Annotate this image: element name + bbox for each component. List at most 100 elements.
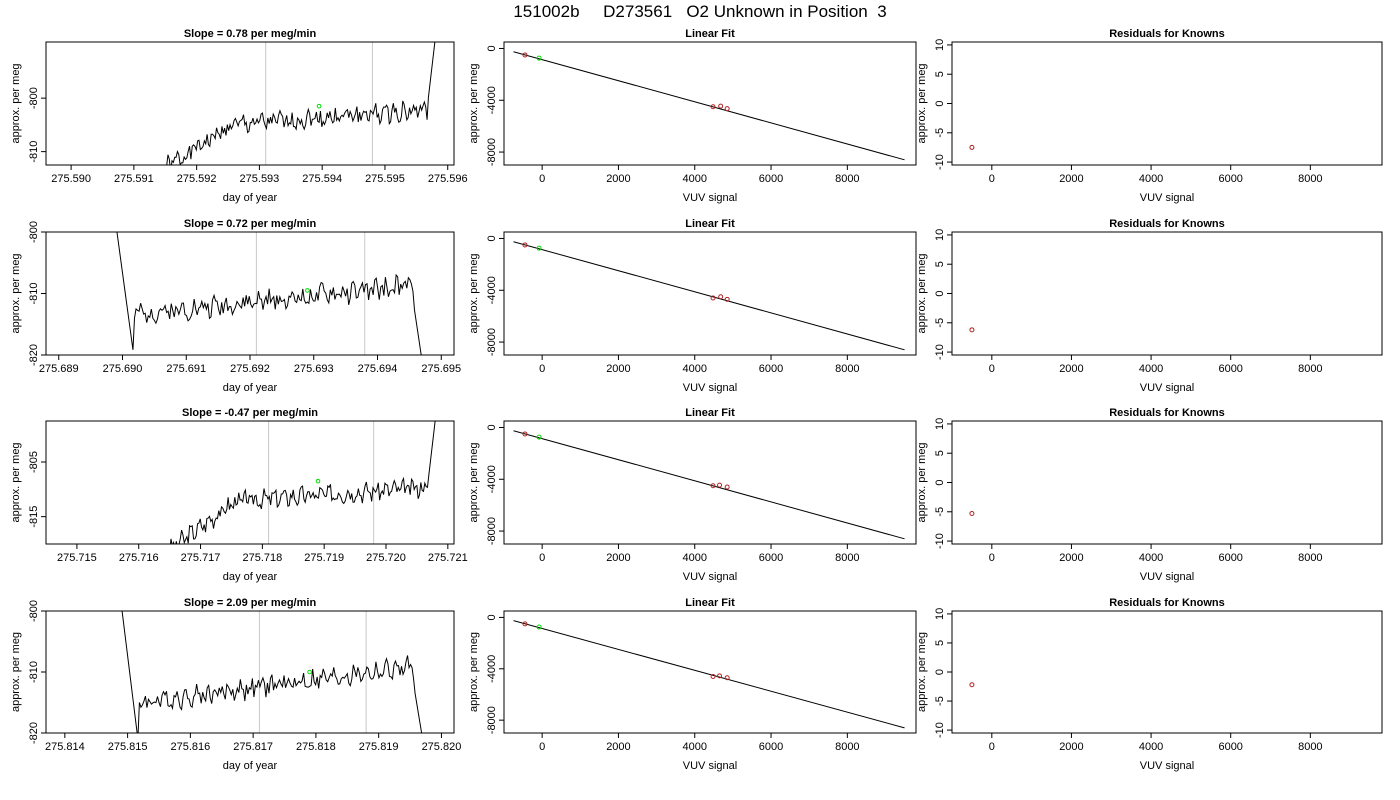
x-tick-label: 275.716 bbox=[119, 552, 159, 564]
x-tick-label: 8000 bbox=[1298, 173, 1322, 185]
y-tick-label: -8000 bbox=[486, 328, 498, 356]
plot-frame bbox=[951, 420, 1383, 545]
x-tick-label: 275.596 bbox=[428, 173, 468, 185]
panel-title: Linear Fit bbox=[685, 218, 735, 230]
x-tick-label: 275.690 bbox=[103, 363, 143, 375]
plot-area bbox=[166, 42, 436, 165]
known-point bbox=[710, 295, 716, 301]
linear-fit-panel-2: Linear Fit 0 2000 4000 6000 8000 0 -4000 -8000 VU… bbox=[468, 218, 917, 394]
y-tick-label: -8000 bbox=[486, 706, 498, 734]
x-tick-label: 4000 bbox=[1139, 173, 1163, 185]
panel-title: Linear Fit bbox=[685, 28, 735, 40]
x-tick-label: 6000 bbox=[759, 173, 783, 185]
plot-area bbox=[969, 327, 975, 333]
y-tick-label: -5 bbox=[934, 507, 946, 517]
panel-title: Slope = 2.09 per meg/min bbox=[184, 597, 317, 609]
plot-frame bbox=[951, 231, 1383, 356]
fit-line bbox=[513, 241, 905, 351]
time-series-panel-3: Slope = -0.47 per meg/min 275.715 275.716 2… bbox=[10, 407, 468, 583]
residual-point bbox=[969, 327, 975, 333]
x-tick-label: 275.594 bbox=[302, 173, 342, 185]
x-tick-label: 275.592 bbox=[177, 173, 217, 185]
y-tick-label: 5 bbox=[934, 640, 946, 646]
plot-frame bbox=[45, 420, 455, 545]
panel-title: Residuals for Knowns bbox=[1109, 28, 1225, 40]
known-point bbox=[710, 104, 716, 110]
x-tick-label: 4000 bbox=[1139, 741, 1163, 753]
x-tick-label: 275.595 bbox=[365, 173, 405, 185]
y-tick-label: -800 bbox=[28, 600, 40, 622]
x-tick-label: 275.720 bbox=[366, 552, 406, 564]
x-tick-label: 2000 bbox=[1059, 741, 1083, 753]
panel-title: Linear Fit bbox=[685, 407, 735, 419]
y-tick-label: 0 bbox=[934, 290, 946, 296]
y-tick-label: 10 bbox=[934, 229, 946, 241]
x-tick-label: 2000 bbox=[1059, 173, 1083, 185]
x-tick-label: 4000 bbox=[682, 741, 706, 753]
fit-line bbox=[513, 620, 905, 729]
x-axis-label: VUV signal bbox=[1140, 192, 1194, 204]
x-tick-label: 275.590 bbox=[51, 173, 91, 185]
unknown-point bbox=[536, 245, 542, 251]
x-tick-label: 8000 bbox=[835, 173, 859, 185]
x-tick-label: 2000 bbox=[606, 173, 630, 185]
x-tick-label: 0 bbox=[989, 552, 995, 564]
x-tick-label: 8000 bbox=[835, 741, 859, 753]
x-tick-label: 6000 bbox=[1218, 741, 1242, 753]
time-series-panel-2: Slope = 0.72 per meg/min 275.689 275.690 27… bbox=[10, 218, 461, 394]
signal-trace bbox=[116, 232, 422, 355]
linear-fit-panel-4: Linear Fit 0 2000 4000 6000 8000 0 -4000 -8000 VU… bbox=[468, 597, 917, 772]
plot-area bbox=[513, 51, 905, 161]
panel-title: Linear Fit bbox=[685, 597, 735, 609]
x-tick-label: 6000 bbox=[1218, 552, 1242, 564]
known-point bbox=[724, 484, 730, 490]
known-point bbox=[710, 673, 716, 679]
x-tick-label: 2000 bbox=[606, 741, 630, 753]
plot-frame bbox=[45, 231, 455, 356]
x-tick-label: 0 bbox=[539, 363, 545, 375]
panel-title: Slope = 0.78 per meg/min bbox=[184, 28, 317, 40]
x-tick-label: 275.715 bbox=[57, 552, 97, 564]
y-tick-label: 5 bbox=[934, 261, 946, 267]
y-axis-label: approx. per meg bbox=[916, 442, 928, 522]
y-tick-label: -810 bbox=[28, 282, 40, 304]
panel-title: Residuals for Knowns bbox=[1109, 407, 1225, 419]
y-axis-label: approx. per meg bbox=[468, 442, 480, 522]
x-tick-label: 0 bbox=[539, 741, 545, 753]
y-tick-label: -4000 bbox=[486, 465, 498, 493]
known-point bbox=[718, 294, 724, 300]
residuals-panel-2: Residuals for Knowns 0 2000 4000 6000 8000 10 5… bbox=[916, 218, 1383, 394]
y-tick-label: -820 bbox=[28, 344, 40, 366]
residual-point bbox=[969, 511, 975, 517]
x-tick-label: 2000 bbox=[1059, 552, 1083, 564]
x-axis-label: VUV signal bbox=[1140, 571, 1194, 583]
unknown-point bbox=[536, 434, 542, 440]
signal-trace bbox=[170, 421, 436, 544]
x-tick-label: 6000 bbox=[1218, 173, 1242, 185]
x-tick-label: 275.718 bbox=[242, 552, 282, 564]
y-axis-label: approx. per meg bbox=[468, 253, 480, 333]
y-tick-label: -10 bbox=[934, 722, 946, 738]
x-tick-label: 4000 bbox=[1139, 552, 1163, 564]
known-point bbox=[522, 242, 528, 248]
signal-trace bbox=[121, 611, 423, 733]
residuals-panel-4: Residuals for Knowns 0 2000 4000 6000 8000 10 5… bbox=[916, 597, 1383, 772]
x-tick-label: 8000 bbox=[1298, 363, 1322, 375]
plot-frame bbox=[503, 610, 917, 734]
known-point bbox=[717, 673, 723, 679]
x-tick-label: 4000 bbox=[682, 552, 706, 564]
plot-frame bbox=[503, 420, 917, 545]
x-tick-label: 8000 bbox=[1298, 552, 1322, 564]
known-point bbox=[710, 483, 716, 489]
time-series-panel-1: Slope = 0.78 per meg/min 275.590 275.591 27… bbox=[10, 28, 468, 204]
plot-area bbox=[969, 682, 975, 688]
figure-title: 151002b D273561 O2 Unknown in Position 3 bbox=[513, 2, 887, 21]
x-tick-label: 275.692 bbox=[230, 363, 270, 375]
y-tick-label: -5 bbox=[934, 128, 946, 138]
y-tick-label: 5 bbox=[934, 450, 946, 456]
x-tick-label: 275.817 bbox=[233, 741, 273, 753]
panel-title: Residuals for Knowns bbox=[1109, 597, 1225, 609]
known-point bbox=[522, 621, 528, 627]
residuals-panel-1: Residuals for Knowns 0 2000 4000 6000 8000 10 5… bbox=[916, 28, 1383, 204]
y-tick-label: -805 bbox=[28, 451, 40, 473]
